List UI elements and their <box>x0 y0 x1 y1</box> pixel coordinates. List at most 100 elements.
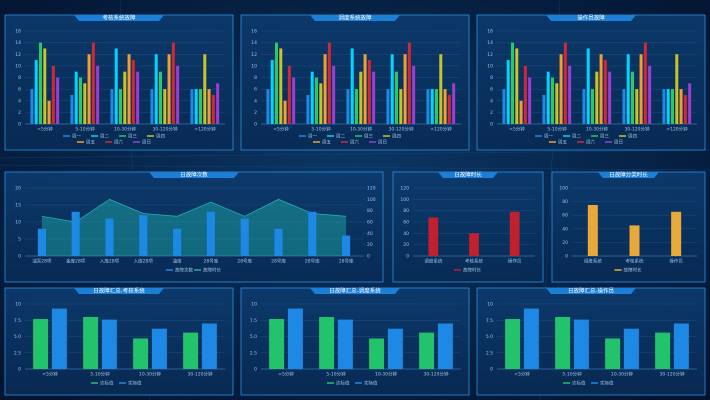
y-tick-label: 20 <box>15 186 21 192</box>
x-tick-label: 10-30分钟 <box>139 371 162 378</box>
y-tick-label: 40 <box>562 226 568 232</box>
bar <box>430 89 434 124</box>
y2-tick-label: 40 <box>367 231 373 237</box>
y-tick-label: 7.5 <box>14 318 21 324</box>
bar <box>139 215 148 256</box>
bar <box>47 100 51 124</box>
legend-label: 实际值 <box>128 380 142 387</box>
bar <box>216 83 220 124</box>
legend-label: 达标值 <box>336 380 350 387</box>
bar <box>428 217 439 256</box>
y-tick-label: 16 <box>487 29 493 35</box>
chart-title: 调度系统故障 <box>338 14 372 22</box>
bar <box>332 65 336 124</box>
bar <box>551 77 554 124</box>
x-tick-label: 30-120分钟 <box>188 371 213 378</box>
legend-label: 周五 <box>558 140 567 146</box>
bar <box>206 211 215 256</box>
x-tick-label: 5-10分钟 <box>90 371 110 378</box>
bar <box>523 308 539 369</box>
x-tick-label: 入库28项 <box>134 258 154 265</box>
y-tick-label: 12 <box>487 52 493 58</box>
title-bar <box>149 172 239 178</box>
legend-label: 周日 <box>142 140 151 146</box>
y-tick-label: 0 <box>18 122 21 128</box>
bar <box>546 71 550 124</box>
y-tick-label: 6 <box>254 87 257 93</box>
bar <box>127 54 131 124</box>
area <box>41 199 347 256</box>
legend-label: 周三 <box>364 134 373 140</box>
y-tick-label: 0 <box>254 122 257 128</box>
x-tick-label: 30-120分钟 <box>625 126 650 133</box>
y-tick-label: 2 <box>254 110 257 116</box>
bar <box>74 71 78 124</box>
bar <box>319 83 323 124</box>
x-tick-label: 操作员 <box>669 258 683 265</box>
y-tick-label: 20 <box>403 242 409 248</box>
bar <box>359 71 363 124</box>
bar <box>123 71 127 124</box>
bar <box>287 65 291 124</box>
bar <box>292 77 296 124</box>
bar <box>648 65 652 124</box>
y-tick-label: 12 <box>15 52 21 58</box>
y-tick-label: 0 <box>490 367 493 373</box>
x-tick-label: 28号库 <box>305 258 320 265</box>
bar <box>679 89 683 124</box>
y-tick-label: 10 <box>15 220 21 226</box>
bar <box>83 317 99 369</box>
bar <box>37 228 46 256</box>
panel <box>4 171 384 283</box>
bar <box>582 89 586 124</box>
x-tick-label: 5-10分钟 <box>75 126 95 133</box>
bar <box>399 89 403 124</box>
x-tick-label: 油泵28项 <box>32 258 52 265</box>
chart-title: 日故障汇总-调度系统 <box>329 287 381 295</box>
legend-label: 周六 <box>586 139 595 146</box>
x-tick-label: 5-10分钟 <box>326 371 346 378</box>
bar <box>207 89 211 124</box>
legend-label: 周六 <box>350 139 359 146</box>
bar <box>136 71 140 124</box>
y-tick-label: 60 <box>562 213 568 219</box>
x-tick-label: >120分钟 <box>666 126 688 133</box>
title-bar <box>546 288 636 294</box>
y-tick-label: 4 <box>18 98 21 104</box>
bar <box>240 218 249 256</box>
y-tick-label: 0 <box>565 254 568 260</box>
bar <box>71 211 80 256</box>
bar <box>159 71 162 124</box>
y-tick-label: 60 <box>403 220 409 226</box>
bar <box>629 225 640 256</box>
y-tick-label: 12 <box>251 52 257 58</box>
bar <box>101 319 117 369</box>
bar <box>387 328 403 369</box>
bar <box>287 308 303 369</box>
bar <box>666 89 670 124</box>
legend-label: 周四 <box>156 134 165 140</box>
y-tick-label: 8 <box>490 75 493 81</box>
bar <box>83 83 87 124</box>
x-tick-label: <5分钟 <box>37 126 53 133</box>
x-tick-label: 30-120分钟 <box>660 371 685 378</box>
title-bar <box>310 288 400 294</box>
legend-label: 故障时长 <box>203 267 221 274</box>
panel <box>551 171 706 283</box>
panel <box>4 14 234 151</box>
bar <box>426 89 430 124</box>
bar <box>173 228 182 256</box>
bar <box>110 89 114 124</box>
y-tick-label: 5.0 <box>14 334 21 340</box>
bar <box>167 54 171 124</box>
bar <box>201 323 217 369</box>
bar <box>603 60 607 124</box>
bar <box>176 65 180 124</box>
legend-label: 达标值 <box>572 380 586 387</box>
bar <box>171 42 175 124</box>
bar <box>626 54 630 124</box>
y-tick-label: 0 <box>254 367 257 373</box>
legend-label: 周五 <box>322 140 331 146</box>
y-tick-label: 15 <box>15 203 21 209</box>
